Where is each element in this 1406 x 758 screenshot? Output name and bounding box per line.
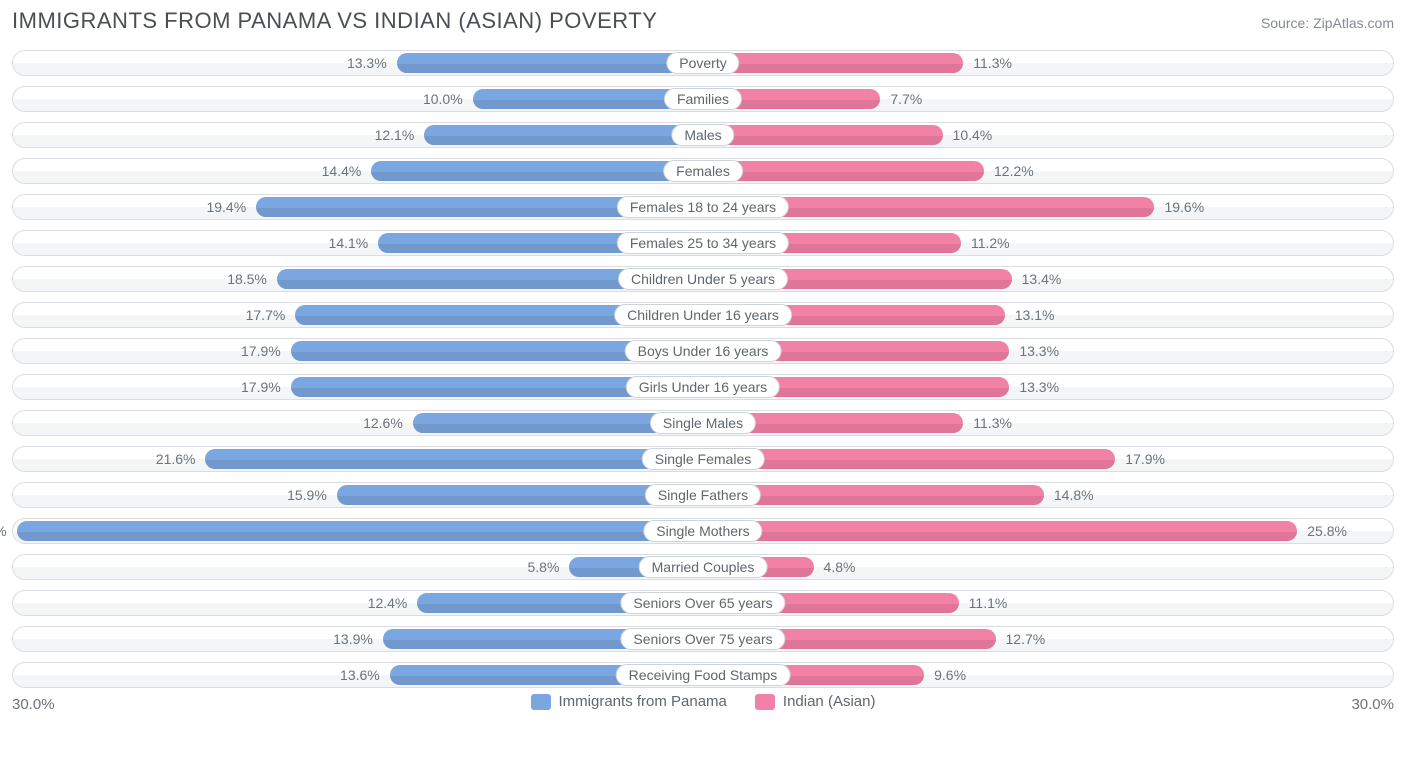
value-left: 19.4%: [206, 192, 246, 222]
value-right: 7.7%: [890, 84, 922, 114]
diverging-bar-chart: 13.3%11.3%Poverty10.0%7.7%Families12.1%1…: [12, 48, 1394, 690]
value-right: 14.8%: [1054, 480, 1094, 510]
chart-row: 10.0% 7.7% Families: [12, 84, 1394, 114]
chart-row: 18.5% 13.4% Children Under 5 years: [12, 264, 1394, 294]
value-right: 13.4%: [1022, 264, 1062, 294]
chart-row: 19.4% 19.6% Females 18 to 24 years: [12, 192, 1394, 222]
value-left: 21.6%: [156, 444, 196, 474]
axis-max-left: 30.0%: [12, 696, 55, 713]
chart-row: 17.9% 13.3% Boys Under 16 years: [12, 336, 1394, 366]
category-pill: Single Mothers: [643, 520, 762, 542]
value-left: 12.1%: [375, 120, 415, 150]
chart-row: 12.1% 10.4% Males: [12, 120, 1394, 150]
value-right: 13.1%: [1015, 300, 1055, 330]
chart-row: 14.4% 12.2% Females: [12, 156, 1394, 186]
chart-title: IMMIGRANTS FROM PANAMA VS INDIAN (ASIAN)…: [12, 8, 657, 34]
bar-left: [205, 449, 703, 469]
legend-item-left: Immigrants from Panama: [531, 693, 727, 710]
legend-label-left: Immigrants from Panama: [559, 693, 727, 710]
bar-left: [397, 53, 703, 73]
value-left: 17.9%: [241, 336, 281, 366]
legend: Immigrants from Panama Indian (Asian): [12, 693, 1394, 710]
value-left: 29.8%: [0, 516, 7, 546]
value-right: 13.3%: [1019, 372, 1059, 402]
legend-swatch-left: [531, 694, 551, 710]
value-left: 12.6%: [363, 408, 403, 438]
chart-row: 13.6% 9.6% Receiving Food Stamps: [12, 660, 1394, 690]
chart-row: 21.6% 17.9% Single Females: [12, 444, 1394, 474]
chart-row: 17.9% 13.3% Girls Under 16 years: [12, 372, 1394, 402]
category-pill: Children Under 5 years: [618, 268, 788, 290]
value-left: 13.6%: [340, 660, 380, 690]
bar-right: [703, 521, 1297, 541]
chart-row: 17.7% 13.1% Children Under 16 years: [12, 300, 1394, 330]
value-left: 5.8%: [528, 552, 560, 582]
value-left: 13.9%: [333, 624, 373, 654]
category-pill: Females 18 to 24 years: [617, 196, 789, 218]
value-left: 14.4%: [322, 156, 362, 186]
source-attribution: Source: ZipAtlas.com: [1261, 15, 1394, 31]
value-left: 12.4%: [368, 588, 408, 618]
category-pill: Seniors Over 75 years: [620, 628, 785, 650]
chart-row: 13.3% 11.3% Poverty: [12, 48, 1394, 78]
value-right: 19.6%: [1164, 192, 1204, 222]
chart-row: 12.4% 11.1% Seniors Over 65 years: [12, 588, 1394, 618]
category-pill: Females: [663, 160, 743, 182]
value-left: 14.1%: [329, 228, 369, 258]
chart-row: 14.1% 11.2% Females 25 to 34 years: [12, 228, 1394, 258]
category-pill: Single Females: [642, 448, 765, 470]
value-left: 15.9%: [287, 480, 327, 510]
category-pill: Boys Under 16 years: [625, 340, 782, 362]
category-pill: Single Males: [650, 412, 756, 434]
bar-right: [703, 53, 963, 73]
value-right: 10.4%: [953, 120, 993, 150]
value-right: 11.3%: [973, 48, 1012, 78]
category-pill: Females 25 to 34 years: [617, 232, 789, 254]
legend-label-right: Indian (Asian): [783, 693, 876, 710]
category-pill: Poverty: [666, 52, 739, 74]
category-pill: Families: [664, 88, 742, 110]
chart-row: 13.9% 12.7% Seniors Over 75 years: [12, 624, 1394, 654]
category-pill: Receiving Food Stamps: [616, 664, 791, 686]
value-left: 17.9%: [241, 372, 281, 402]
value-right: 12.2%: [994, 156, 1034, 186]
category-pill: Males: [671, 124, 734, 146]
bar-right: [703, 161, 984, 181]
bar-left: [371, 161, 703, 181]
chart-row: 29.8%25.8%Single Mothers: [12, 516, 1394, 546]
bar-right: [703, 125, 943, 145]
legend-item-right: Indian (Asian): [755, 693, 876, 710]
value-right: 11.2%: [971, 228, 1010, 258]
category-pill: Single Fathers: [645, 484, 761, 506]
chart-row: 5.8% 4.8% Married Couples: [12, 552, 1394, 582]
value-left: 13.3%: [347, 48, 387, 78]
chart-row: 15.9% 14.8% Single Fathers: [12, 480, 1394, 510]
category-pill: Seniors Over 65 years: [620, 592, 785, 614]
value-right: 11.1%: [969, 588, 1008, 618]
legend-swatch-right: [755, 694, 775, 710]
bar-left: [17, 521, 703, 541]
category-pill: Girls Under 16 years: [626, 376, 780, 398]
bar-left: [424, 125, 703, 145]
value-left: 18.5%: [227, 264, 267, 294]
value-right: 13.3%: [1019, 336, 1059, 366]
category-pill: Children Under 16 years: [614, 304, 792, 326]
value-left: 17.7%: [246, 300, 286, 330]
value-right: 17.9%: [1125, 444, 1165, 474]
chart-row: 12.6% 11.3% Single Males: [12, 408, 1394, 438]
value-right: 25.8%: [1307, 516, 1347, 546]
value-right: 12.7%: [1006, 624, 1046, 654]
value-right: 9.6%: [934, 660, 966, 690]
header: IMMIGRANTS FROM PANAMA VS INDIAN (ASIAN)…: [12, 8, 1394, 34]
value-right: 4.8%: [824, 552, 856, 582]
value-right: 11.3%: [973, 408, 1012, 438]
category-pill: Married Couples: [639, 556, 768, 578]
axis-max-right: 30.0%: [1351, 696, 1394, 713]
value-left: 10.0%: [423, 84, 463, 114]
bar-right: [703, 449, 1115, 469]
